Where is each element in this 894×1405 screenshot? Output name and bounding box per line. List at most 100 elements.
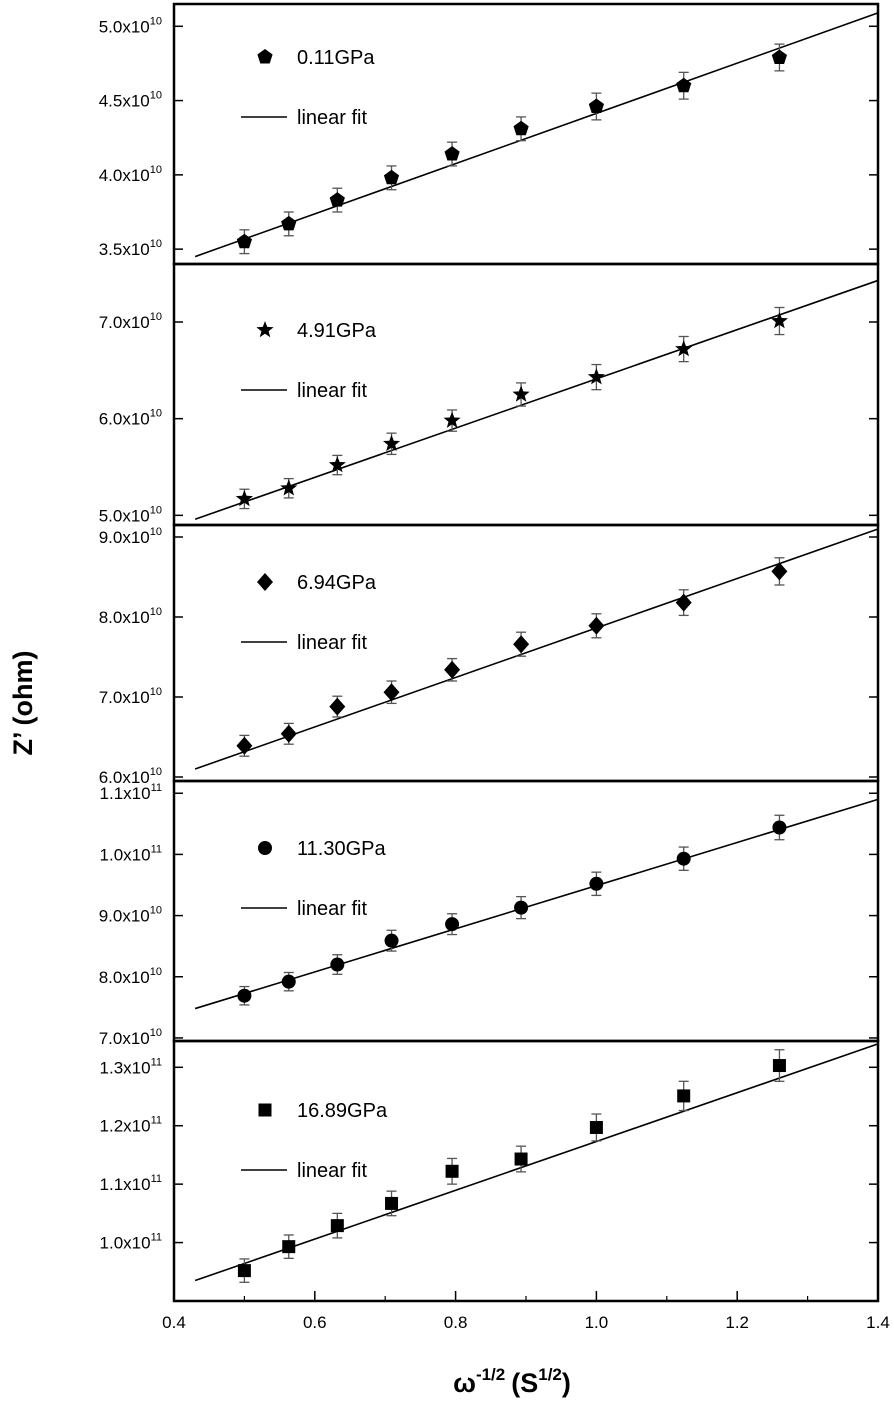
y-tick-mantissa: 1.2x10 bbox=[100, 1117, 151, 1136]
x-axis-title-unit: (S bbox=[511, 1368, 538, 1398]
x-tick-label: 1.0 bbox=[585, 1313, 609, 1332]
y-tick-label: 4.0x1010 bbox=[99, 164, 162, 185]
y-tick-mantissa: 5.0x10 bbox=[99, 506, 150, 525]
data-point bbox=[280, 724, 297, 743]
legend-marker bbox=[257, 573, 273, 591]
data-point bbox=[384, 933, 399, 948]
y-axis-title: Z’ (ohm) bbox=[8, 651, 38, 756]
fit-line bbox=[194, 798, 879, 1010]
legend: 0.11GPa linear fit bbox=[241, 47, 375, 129]
data-point bbox=[282, 1240, 296, 1254]
fit-line bbox=[194, 528, 879, 770]
data-point bbox=[677, 1089, 691, 1103]
data-point bbox=[445, 917, 460, 932]
panel-16.89GPa: 1.0x10111.1x10111.2x10111.3x101116.89GPa… bbox=[100, 1039, 880, 1303]
data-point bbox=[589, 876, 604, 891]
y-tick-label: 1.1x1011 bbox=[100, 1173, 162, 1194]
x-axis-title-exp: -1/2 bbox=[476, 1365, 505, 1384]
legend-fit-label: linear fit bbox=[297, 1160, 367, 1182]
legend-series-label: 6.94GPa bbox=[297, 572, 377, 594]
data-point bbox=[281, 215, 297, 231]
data-point bbox=[329, 192, 345, 207]
y-tick-label: 1.0x1011 bbox=[100, 1232, 162, 1253]
data-point bbox=[514, 1152, 528, 1166]
fit-line bbox=[194, 279, 879, 520]
data-point bbox=[675, 593, 692, 612]
y-tick-exponent: 10 bbox=[150, 526, 162, 538]
y-tick-exponent: 11 bbox=[151, 1056, 162, 1068]
y-tick-exponent: 11 bbox=[151, 843, 162, 855]
data-point bbox=[235, 489, 253, 507]
x-tick-label: 1.4 bbox=[866, 1313, 890, 1332]
x-axis: 0.4 0.6 0.8 1.0 1.2 1.4 bbox=[162, 1291, 890, 1332]
y-tick-exponent: 11 bbox=[151, 1173, 162, 1185]
y-tick-exponent: 10 bbox=[150, 408, 162, 420]
x-axis-title-unit-exp: 1/2 bbox=[538, 1365, 562, 1384]
y-tick-mantissa: 9.0x10 bbox=[99, 907, 150, 926]
y-tick-mantissa: 1.0x10 bbox=[100, 1234, 151, 1253]
y-tick-mantissa: 7.0x10 bbox=[99, 688, 150, 707]
data-point bbox=[514, 900, 529, 915]
data-point bbox=[589, 1120, 603, 1134]
y-tick-mantissa: 7.0x10 bbox=[99, 313, 150, 332]
fit-line bbox=[194, 12, 879, 258]
y-tick-label: 8.0x1010 bbox=[99, 966, 162, 987]
data-point bbox=[588, 616, 605, 635]
legend-series-label: 16.89GPa bbox=[297, 1100, 388, 1122]
y-tick-mantissa: 7.0x10 bbox=[99, 1029, 150, 1048]
data-point bbox=[444, 660, 461, 679]
legend: 4.91GPa linear fit bbox=[241, 320, 377, 402]
data-point bbox=[236, 736, 253, 755]
y-tick-label: 9.0x1010 bbox=[99, 526, 162, 547]
legend-fit-label: linear fit bbox=[297, 898, 367, 920]
data-point bbox=[280, 479, 298, 496]
data-point bbox=[512, 385, 530, 402]
y-tick-label: 8.0x1010 bbox=[99, 606, 162, 627]
y-tick-mantissa: 6.0x10 bbox=[99, 410, 150, 429]
y-tick-label: 1.1x1011 bbox=[100, 782, 162, 803]
y-tick-label: 1.3x1011 bbox=[100, 1056, 162, 1077]
data-point bbox=[675, 340, 693, 357]
y-tick-exponent: 10 bbox=[150, 766, 162, 778]
y-tick-mantissa: 5.0x10 bbox=[99, 17, 150, 36]
data-point bbox=[445, 1164, 459, 1178]
y-tick-mantissa: 1.1x10 bbox=[100, 784, 151, 803]
data-point bbox=[328, 456, 346, 473]
data-point bbox=[770, 312, 788, 329]
y-tick-exponent: 10 bbox=[150, 1027, 162, 1039]
legend-fit-label: linear fit bbox=[297, 380, 367, 402]
y-tick-exponent: 11 bbox=[151, 1232, 162, 1244]
y-tick-label: 4.5x1010 bbox=[99, 90, 162, 111]
data-point bbox=[676, 77, 692, 93]
legend-series-label: 11.30GPa bbox=[297, 838, 386, 860]
legend: 6.94GPa linear fit bbox=[241, 572, 377, 654]
y-tick-exponent: 10 bbox=[150, 905, 162, 917]
legend: 11.30GPa linear fit bbox=[241, 838, 386, 920]
y-tick-mantissa: 1.0x10 bbox=[100, 845, 151, 864]
fit-line bbox=[194, 1043, 879, 1282]
y-tick-label: 7.0x1010 bbox=[99, 311, 162, 332]
data-point bbox=[443, 411, 461, 428]
y-tick-exponent: 10 bbox=[150, 238, 162, 250]
data-point bbox=[330, 957, 345, 972]
y-tick-exponent: 10 bbox=[150, 90, 162, 102]
y-tick-mantissa: 1.3x10 bbox=[100, 1058, 151, 1077]
data-point bbox=[237, 1264, 251, 1278]
x-tick-label: 0.8 bbox=[444, 1313, 468, 1332]
y-tick-exponent: 11 bbox=[151, 1115, 162, 1127]
legend-marker bbox=[257, 49, 273, 64]
y-tick-mantissa: 3.5x10 bbox=[99, 240, 150, 259]
legend-marker bbox=[256, 321, 274, 338]
data-point bbox=[385, 1196, 399, 1210]
data-point bbox=[587, 368, 605, 385]
legend-series-label: 0.11GPa bbox=[297, 47, 375, 69]
y-tick-label: 6.0x1010 bbox=[99, 766, 162, 787]
data-point bbox=[676, 851, 691, 866]
y-tick-label: 5.0x1010 bbox=[99, 504, 162, 525]
data-point bbox=[444, 146, 460, 161]
data-point bbox=[237, 988, 252, 1003]
x-axis-title-close: ) bbox=[562, 1368, 571, 1398]
data-point bbox=[513, 635, 530, 654]
y-tick-label: 7.0x1010 bbox=[99, 686, 162, 707]
